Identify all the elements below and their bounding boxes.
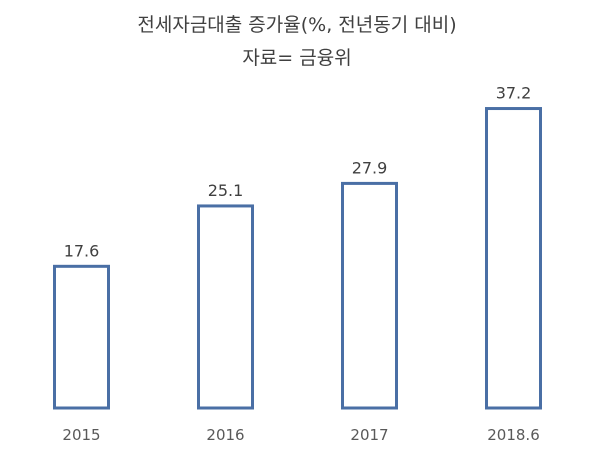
data-label-2018.6: 37.2 <box>496 84 532 103</box>
x-tick-label-2015: 2015 <box>62 426 100 444</box>
data-label-2016: 25.1 <box>208 181 244 200</box>
x-tick-label-2018.6: 2018.6 <box>487 426 540 444</box>
bar-2015 <box>53 264 110 410</box>
data-label-2015: 17.6 <box>64 241 100 260</box>
x-tick-label-2016: 2016 <box>206 426 244 444</box>
bar-2016 <box>197 204 254 410</box>
chart-subtitle: 자료= 금융위 <box>242 47 351 69</box>
bars-group <box>53 107 542 410</box>
chart-title: 전세자금대출 증가율(%, 전년동기 대비) <box>137 14 456 36</box>
data-labels-group: 17.6 25.1 27.9 37.2 <box>64 84 532 261</box>
data-label-2017: 27.9 <box>352 158 388 177</box>
bar-2017 <box>341 181 398 410</box>
x-tick-label-2017: 2017 <box>350 426 388 444</box>
bar-2018.6 <box>485 107 542 410</box>
x-tick-labels-group: 2015 2016 2017 2018.6 <box>62 426 539 444</box>
